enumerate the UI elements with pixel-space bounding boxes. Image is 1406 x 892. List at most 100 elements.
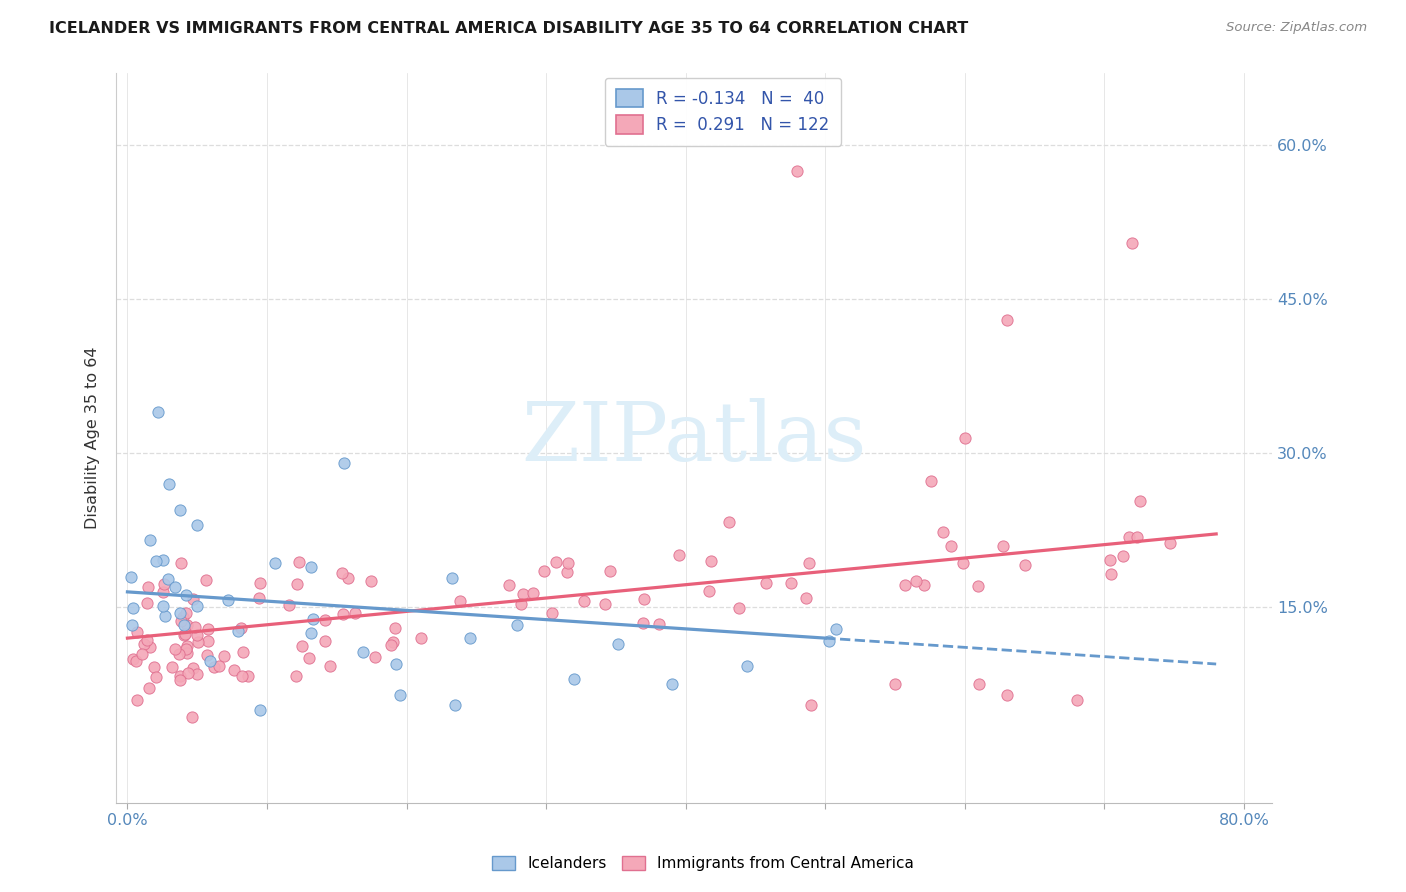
- Point: [301, 612, 323, 626]
- Point: [967, 677, 990, 691]
- Point: [299, 626, 322, 640]
- Point: [728, 601, 751, 615]
- Point: [172, 610, 194, 624]
- Point: [176, 618, 198, 632]
- Point: [510, 597, 533, 611]
- Point: [139, 533, 162, 547]
- Point: [231, 669, 253, 683]
- Point: [336, 571, 359, 585]
- Point: [174, 626, 197, 640]
- Point: [1159, 536, 1181, 550]
- Point: [288, 556, 311, 570]
- Point: [186, 667, 208, 681]
- Point: [165, 580, 187, 594]
- Point: [512, 587, 534, 601]
- Point: [186, 518, 208, 533]
- Point: [197, 633, 219, 648]
- Point: [195, 574, 218, 588]
- Point: [352, 645, 374, 659]
- Point: [176, 639, 198, 653]
- Point: [136, 633, 159, 648]
- Point: [208, 658, 231, 673]
- Point: [1118, 530, 1140, 544]
- Point: [285, 669, 308, 683]
- Text: ICELANDER VS IMMIGRANTS FROM CENTRAL AMERICA DISABILITY AGE 35 TO 64 CORRELATION: ICELANDER VS IMMIGRANTS FROM CENTRAL AME…: [49, 21, 969, 36]
- Point: [195, 648, 218, 663]
- Point: [157, 477, 180, 491]
- Point: [232, 645, 254, 659]
- Point: [131, 647, 153, 661]
- Point: [1099, 566, 1122, 581]
- Point: [562, 672, 585, 686]
- Point: [197, 623, 219, 637]
- Point: [176, 646, 198, 660]
- Point: [143, 659, 166, 673]
- Point: [238, 668, 260, 682]
- Point: [169, 502, 191, 516]
- Point: [170, 614, 193, 628]
- Point: [247, 591, 270, 606]
- Point: [212, 649, 235, 664]
- Point: [152, 585, 174, 599]
- Point: [941, 539, 963, 553]
- Point: [169, 669, 191, 683]
- Point: [718, 515, 741, 529]
- Point: [146, 405, 169, 419]
- Point: [174, 641, 197, 656]
- Point: [122, 652, 145, 666]
- Point: [381, 635, 404, 649]
- Point: [314, 613, 336, 627]
- Point: [633, 615, 655, 630]
- Point: [794, 591, 817, 606]
- Point: [127, 693, 149, 707]
- Point: [165, 641, 187, 656]
- Point: [533, 564, 555, 578]
- Point: [152, 599, 174, 613]
- Point: [332, 607, 354, 622]
- Point: [797, 556, 820, 570]
- Point: [800, 698, 823, 712]
- Point: [1129, 494, 1152, 508]
- Point: [170, 556, 193, 570]
- Point: [991, 539, 1014, 553]
- Point: [173, 617, 195, 632]
- Point: [186, 599, 208, 613]
- Point: [314, 633, 336, 648]
- Point: [385, 657, 408, 672]
- Point: [647, 617, 669, 632]
- Point: [285, 577, 308, 591]
- Point: [177, 665, 200, 680]
- Point: [995, 688, 1018, 702]
- Point: [1099, 552, 1122, 566]
- Point: [544, 555, 567, 569]
- Point: [388, 688, 411, 702]
- Point: [121, 618, 143, 632]
- Legend: Icelanders, Immigrants from Central America: Icelanders, Immigrants from Central Amer…: [486, 850, 920, 877]
- Point: [522, 586, 544, 600]
- Point: [120, 569, 142, 583]
- Point: [786, 163, 808, 178]
- Point: [574, 594, 596, 608]
- Point: [440, 571, 463, 585]
- Point: [557, 565, 579, 579]
- Point: [363, 649, 385, 664]
- Point: [145, 670, 167, 684]
- Point: [226, 624, 249, 639]
- Point: [169, 673, 191, 687]
- Point: [136, 596, 159, 610]
- Point: [181, 661, 204, 675]
- Point: [779, 576, 801, 591]
- Point: [444, 698, 467, 712]
- Point: [1014, 558, 1036, 572]
- Point: [498, 578, 520, 592]
- Point: [697, 584, 720, 599]
- Point: [825, 623, 848, 637]
- Point: [952, 556, 974, 570]
- Point: [912, 577, 935, 591]
- Point: [249, 703, 271, 717]
- Point: [380, 639, 402, 653]
- Point: [458, 631, 481, 645]
- Point: [155, 609, 177, 624]
- Point: [593, 598, 616, 612]
- Point: [134, 637, 156, 651]
